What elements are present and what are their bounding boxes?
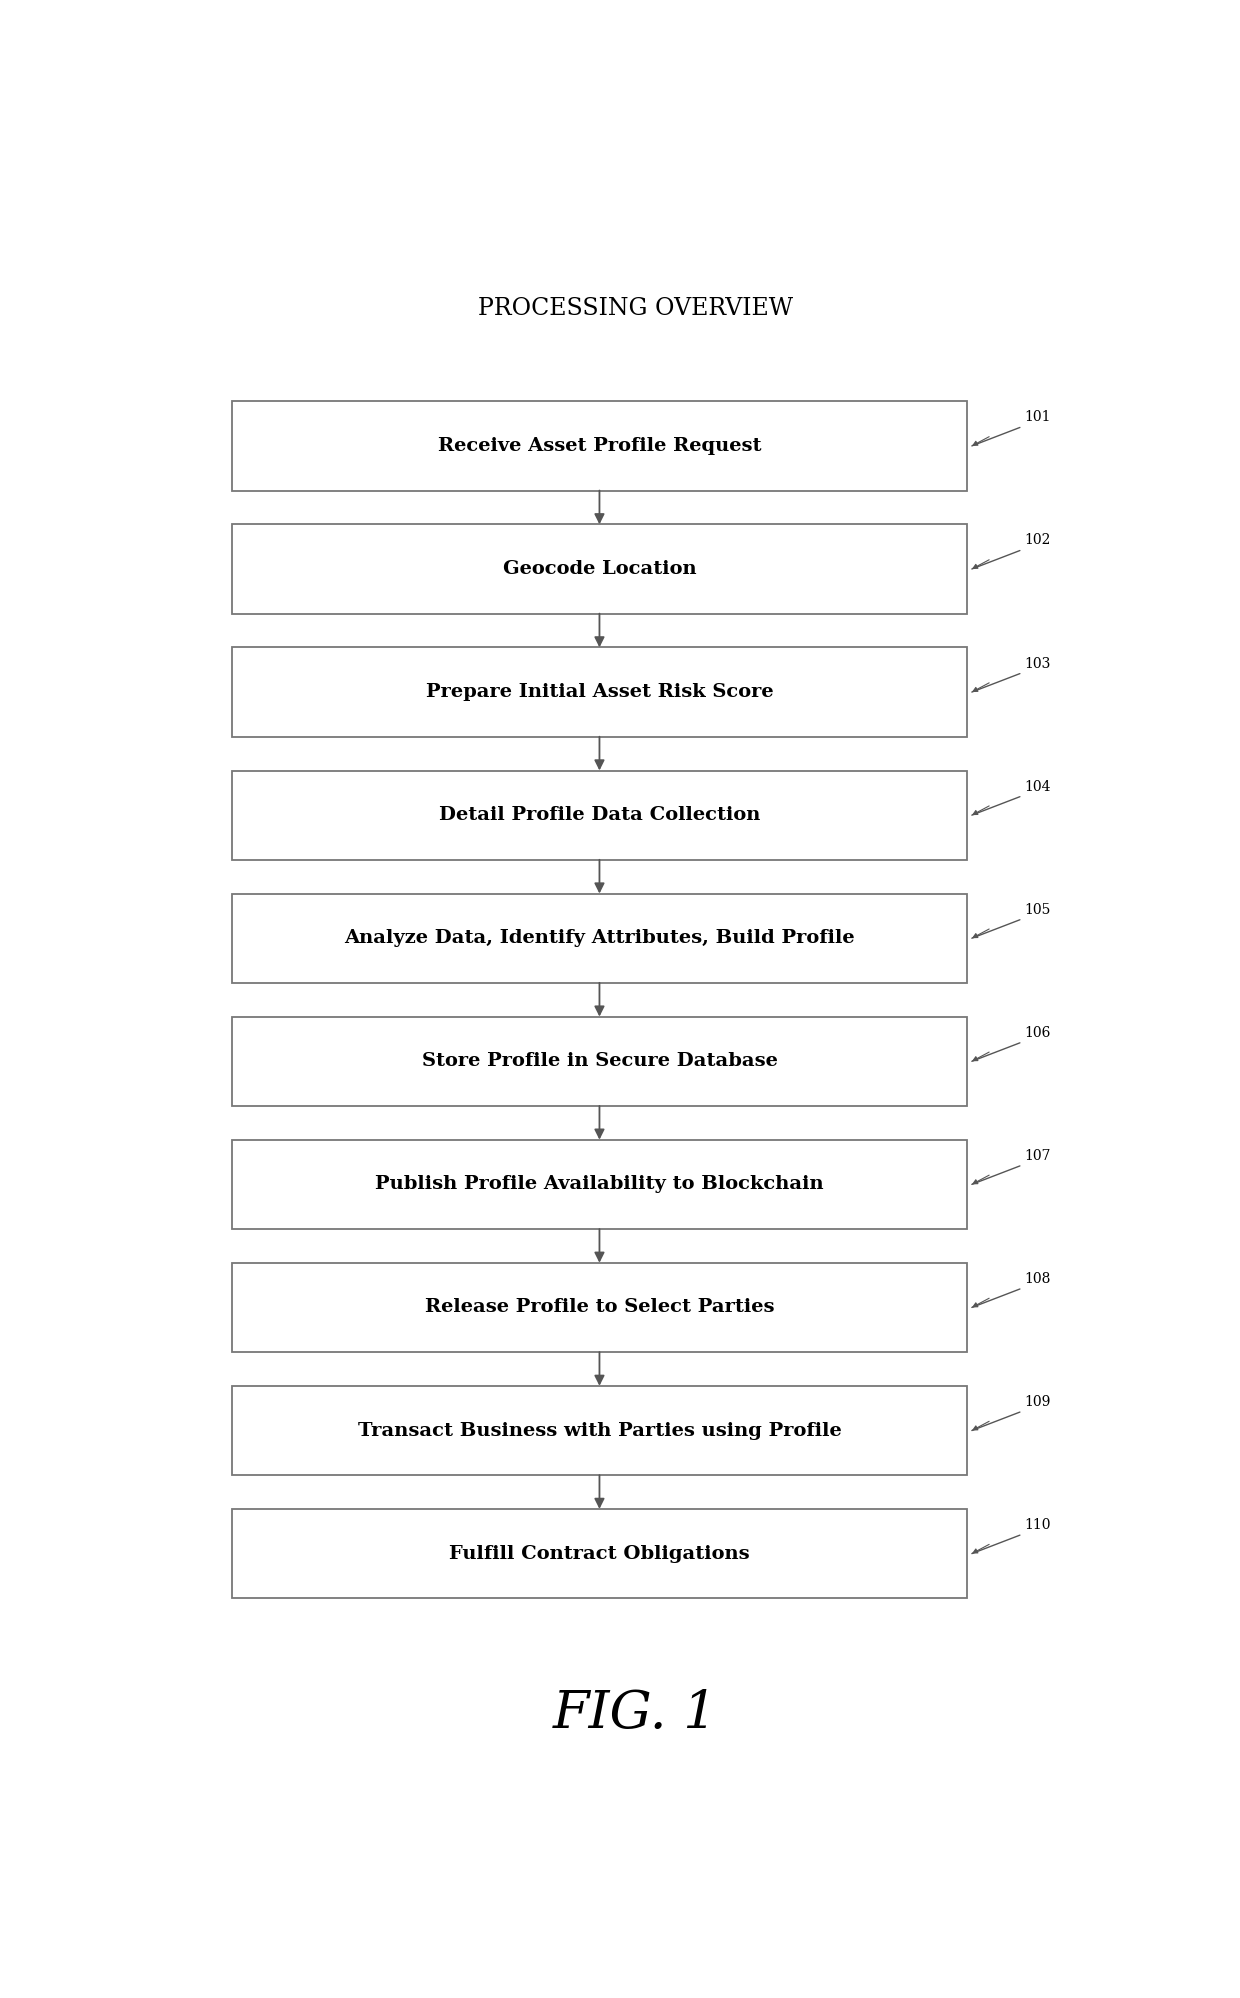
Text: 105: 105 [1024,903,1052,917]
Text: Fulfill Contract Obligations: Fulfill Contract Obligations [449,1544,750,1562]
Bar [232,647,967,737]
Text: Publish Profile Availability to Blockchain: Publish Profile Availability to Blockcha… [376,1175,823,1193]
Text: 106: 106 [1024,1025,1052,1039]
Bar [232,402,967,492]
Bar [232,523,967,613]
Bar [232,1139,967,1229]
Text: 109: 109 [1024,1395,1052,1409]
Bar [232,1508,967,1598]
Bar [232,1017,967,1107]
Text: 102: 102 [1024,533,1052,547]
Text: 103: 103 [1024,657,1052,671]
Bar [232,771,967,859]
Text: 108: 108 [1024,1273,1052,1287]
Text: FIG. 1: FIG. 1 [553,1688,718,1738]
Text: Transact Business with Parties using Profile: Transact Business with Parties using Pro… [357,1421,841,1439]
Text: 101: 101 [1024,410,1052,424]
Text: Release Profile to Select Parties: Release Profile to Select Parties [425,1299,774,1317]
Bar [232,893,967,983]
Bar [232,1387,967,1475]
Text: Receive Asset Profile Request: Receive Asset Profile Request [438,438,761,456]
Text: 104: 104 [1024,779,1052,793]
Text: Analyze Data, Identify Attributes, Build Profile: Analyze Data, Identify Attributes, Build… [345,929,854,947]
Text: Geocode Location: Geocode Location [502,559,697,577]
Text: Store Profile in Secure Database: Store Profile in Secure Database [422,1053,777,1071]
Text: 107: 107 [1024,1149,1052,1163]
Bar [232,1263,967,1353]
Text: 110: 110 [1024,1518,1052,1532]
Text: Detail Profile Data Collection: Detail Profile Data Collection [439,805,760,823]
Text: Prepare Initial Asset Risk Score: Prepare Initial Asset Risk Score [425,683,774,701]
Text: PROCESSING OVERVIEW: PROCESSING OVERVIEW [477,298,794,320]
